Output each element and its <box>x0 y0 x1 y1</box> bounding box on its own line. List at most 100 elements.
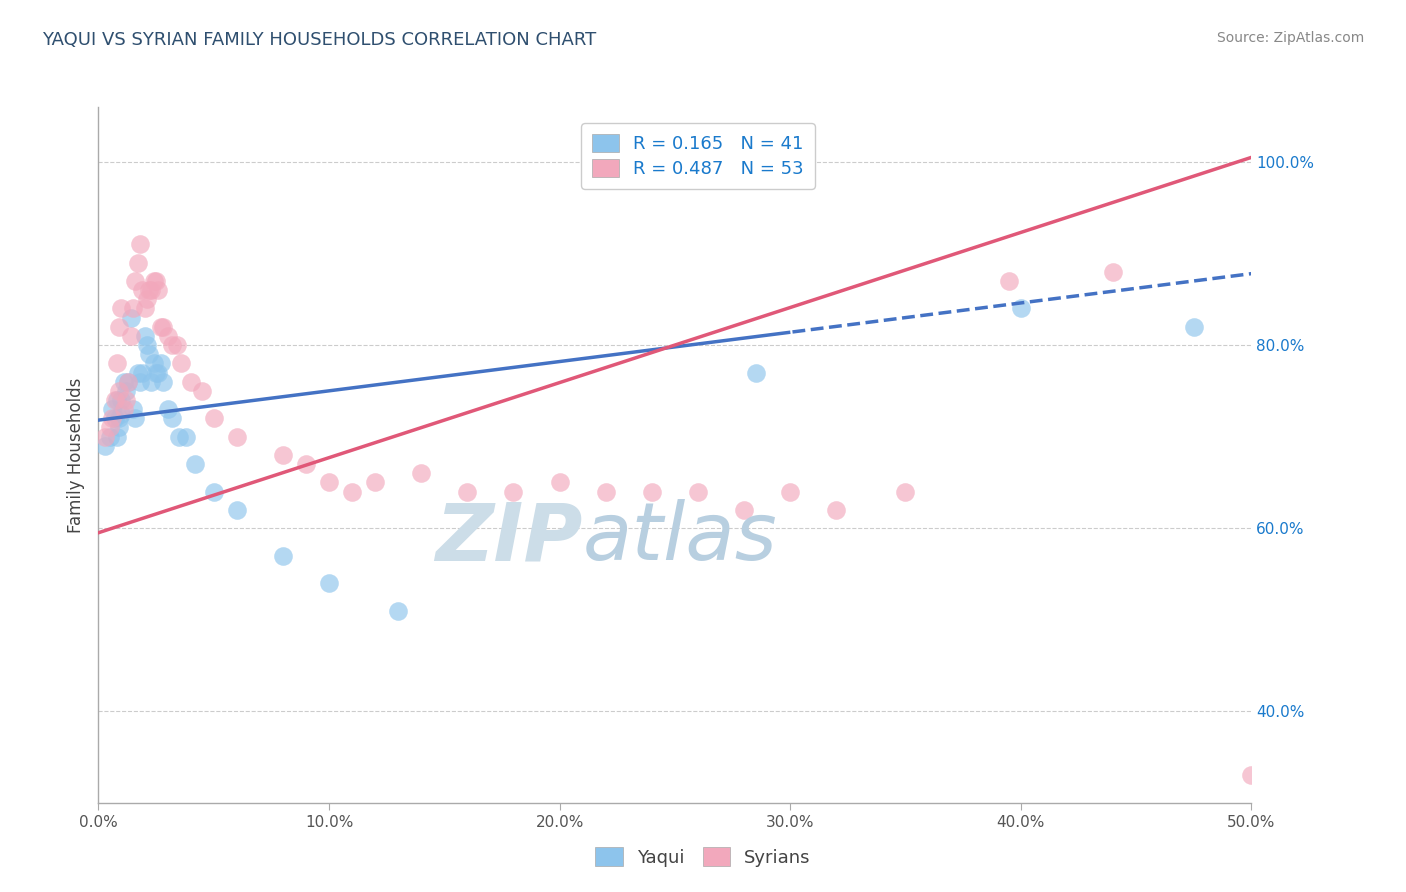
Point <box>733 503 755 517</box>
Point <box>145 366 167 380</box>
Point <box>142 274 165 288</box>
Text: YAQUI VS SYRIAN FAMILY HOUSEHOLDS CORRELATION CHART: YAQUI VS SYRIAN FAMILY HOUSEHOLDS CORREL… <box>42 31 596 49</box>
Point <box>686 484 709 499</box>
Point <box>225 429 247 443</box>
Point <box>160 411 183 425</box>
Point <box>98 429 121 443</box>
Point <box>94 429 117 443</box>
Point <box>103 392 125 407</box>
Point <box>156 402 179 417</box>
Point <box>202 411 225 425</box>
Point <box>94 439 117 453</box>
Point <box>134 301 156 316</box>
Point <box>112 375 135 389</box>
Point <box>117 375 139 389</box>
Point <box>271 549 294 563</box>
Point <box>115 392 138 407</box>
Point <box>101 411 124 425</box>
Point <box>149 356 172 370</box>
Point <box>148 366 170 380</box>
Y-axis label: Family Households: Family Households <box>66 377 84 533</box>
Point <box>295 457 318 471</box>
Point <box>502 484 524 499</box>
Point <box>124 274 146 288</box>
Point <box>105 429 128 443</box>
Point <box>191 384 214 398</box>
Point <box>145 274 167 288</box>
Point <box>1182 319 1205 334</box>
Point <box>103 411 125 425</box>
Point <box>202 484 225 499</box>
Point <box>127 366 149 380</box>
Point <box>318 576 340 591</box>
Text: atlas: atlas <box>582 500 778 577</box>
Point <box>170 356 193 370</box>
Text: Source: ZipAtlas.com: Source: ZipAtlas.com <box>1216 31 1364 45</box>
Point <box>174 429 197 443</box>
Point <box>1010 301 1032 316</box>
Point <box>152 319 174 334</box>
Point <box>134 329 156 343</box>
Point <box>120 329 142 343</box>
Point <box>105 356 128 370</box>
Point <box>131 283 153 297</box>
Point <box>149 319 172 334</box>
Point <box>160 338 183 352</box>
Point <box>180 375 202 389</box>
Text: ZIP: ZIP <box>436 500 582 577</box>
Point <box>138 347 160 361</box>
Point <box>108 420 131 434</box>
Point <box>135 293 157 307</box>
Point <box>122 301 145 316</box>
Point <box>595 484 617 499</box>
Point <box>110 392 132 407</box>
Point <box>108 411 131 425</box>
Point <box>110 301 132 316</box>
Point <box>411 467 433 481</box>
Point <box>112 402 135 417</box>
Point <box>641 484 664 499</box>
Point <box>387 603 409 617</box>
Legend: Yaqui, Syrians: Yaqui, Syrians <box>588 840 818 874</box>
Point <box>318 475 340 490</box>
Point <box>825 503 848 517</box>
Point <box>271 448 294 462</box>
Point <box>894 484 917 499</box>
Point <box>340 484 363 499</box>
Point <box>1240 768 1263 782</box>
Point <box>779 484 801 499</box>
Point <box>1102 265 1125 279</box>
Point <box>129 375 152 389</box>
Point <box>108 384 131 398</box>
Point <box>127 255 149 269</box>
Point <box>166 338 188 352</box>
Point <box>148 283 170 297</box>
Point <box>131 366 153 380</box>
Point <box>120 310 142 325</box>
Point <box>135 338 157 352</box>
Point <box>108 319 131 334</box>
Point <box>152 375 174 389</box>
Point <box>141 375 163 389</box>
Point <box>110 407 132 421</box>
Point <box>122 402 145 417</box>
Point <box>156 329 179 343</box>
Point <box>124 411 146 425</box>
Point <box>167 429 190 443</box>
Point <box>184 457 207 471</box>
Point <box>364 475 387 490</box>
Point <box>225 503 247 517</box>
Point <box>141 283 163 297</box>
Point <box>998 274 1021 288</box>
Point <box>548 475 571 490</box>
Point <box>105 392 128 407</box>
Point <box>98 420 121 434</box>
Point <box>138 283 160 297</box>
Point <box>142 356 165 370</box>
Point <box>456 484 478 499</box>
Point <box>129 237 152 252</box>
Point <box>117 375 139 389</box>
Legend: R = 0.165   N = 41, R = 0.487   N = 53: R = 0.165 N = 41, R = 0.487 N = 53 <box>581 123 815 189</box>
Point <box>115 384 138 398</box>
Point <box>744 366 766 380</box>
